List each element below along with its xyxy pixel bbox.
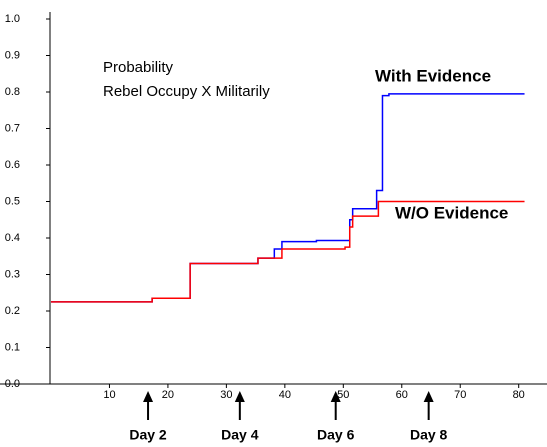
annotation: Rebel Occupy X Militarily [103,83,270,100]
y-tick-label: 0.4 [5,232,20,244]
x-tick-label: 80 [513,389,525,401]
x-tick-label: 10 [103,389,115,401]
day-label: Day 4 [221,427,259,443]
legend-label: With Evidence [375,66,491,85]
step-line [51,93,525,303]
step-line [51,200,525,303]
y-tick-label: 0.3 [5,268,20,280]
day-label: Day 8 [410,427,448,443]
y-tick-label: 1.0 [5,13,20,25]
day-arrowhead [330,391,341,402]
x-tick-label: 30 [220,389,232,401]
day-arrowhead [423,391,434,402]
y-tick-label: 0.8 [5,86,20,98]
y-tick-label: 0.0 [5,378,20,390]
y-tick-label: 0.6 [5,159,20,171]
y-tick-label: 0.1 [5,341,20,353]
day-label: Day 6 [317,427,355,443]
x-tick-label: 40 [279,389,291,401]
annotation: Probability [103,59,174,76]
x-tick-label: 50 [337,389,349,401]
y-tick-label: 0.7 [5,122,20,134]
x-tick-label: 70 [454,389,466,401]
y-tick-label: 0.5 [5,195,20,207]
x-tick-label: 20 [162,389,174,401]
day-arrowhead [143,391,154,402]
day-arrowhead [234,391,245,402]
day-label: Day 2 [129,427,167,443]
x-tick-label: 60 [396,389,408,401]
legend-label: W/O Evidence [395,203,508,222]
y-tick-label: 0.2 [5,305,20,317]
y-tick-label: 0.9 [5,49,20,61]
